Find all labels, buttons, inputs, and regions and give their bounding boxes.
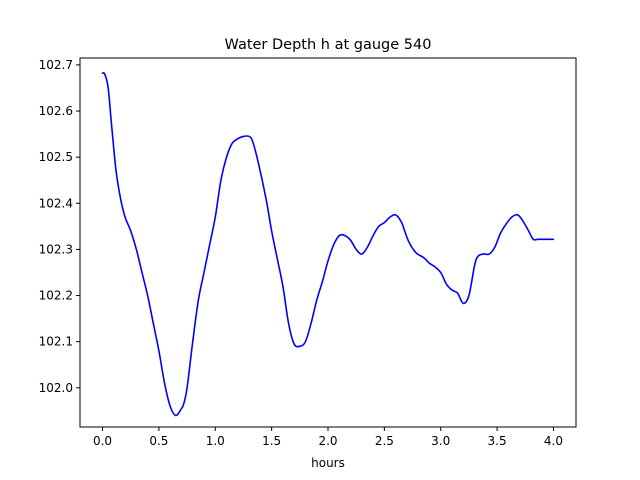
x-tick-label: 0.0 [93, 434, 112, 448]
y-tick-label: 102.5 [39, 150, 73, 164]
y-tick-label: 102.3 [39, 242, 73, 256]
x-tick-label: 1.5 [262, 434, 281, 448]
series-line-0 [101, 72, 555, 417]
y-tick-label: 102.6 [39, 104, 73, 118]
x-tick-label: 1.0 [206, 434, 225, 448]
x-tick-label: 3.0 [431, 434, 450, 448]
y-tick-label: 102.7 [39, 58, 73, 72]
plot-series [101, 72, 555, 417]
y-tick-label: 102.0 [39, 381, 73, 395]
x-tick-label: 0.5 [149, 434, 168, 448]
y-tick-label: 102.4 [39, 196, 73, 210]
x-tick-label: 4.0 [544, 434, 563, 448]
plot-frame [79, 57, 577, 428]
chart-title: Water Depth h at gauge 540 [225, 37, 432, 53]
y-tick-label: 102.1 [39, 335, 73, 349]
axis-ticks: 0.0 0.5 1.0 1.5 2.0 2.5 3.0 3.5 4.0 102.0 102.1 102… [39, 58, 563, 448]
x-tick-label: 2.5 [375, 434, 394, 448]
x-tick-label: 3.5 [488, 434, 507, 448]
y-tick-label: 102.2 [39, 289, 73, 303]
x-tick-label: 2.0 [318, 434, 337, 448]
x-axis-label: hours [311, 456, 345, 470]
